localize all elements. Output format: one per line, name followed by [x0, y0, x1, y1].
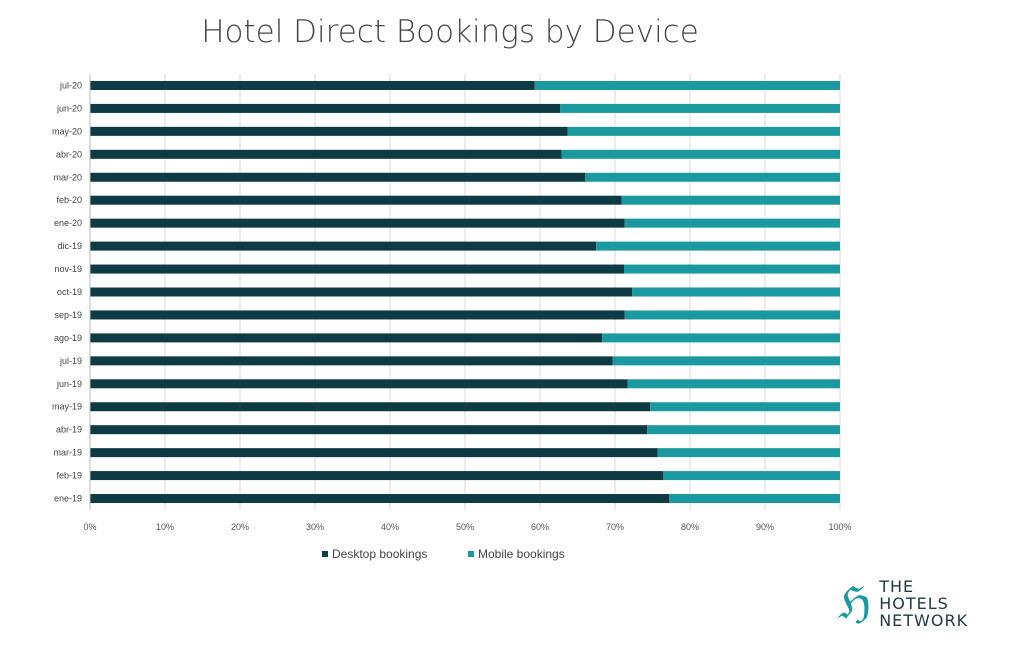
y-tick-label: ene-20	[54, 218, 82, 228]
bar-mobile	[657, 448, 840, 458]
bar-mobile	[534, 80, 840, 90]
bar-desktop	[90, 80, 535, 90]
y-tick-label: ene-19	[54, 494, 82, 504]
bar-desktop	[90, 333, 603, 343]
x-tick-label: 0%	[83, 522, 96, 532]
bar-mobile	[650, 402, 840, 412]
bar-mobile	[567, 126, 840, 136]
bar-mobile	[612, 356, 840, 366]
bar-desktop	[90, 172, 585, 182]
bar-desktop	[90, 448, 658, 458]
y-tick-label: may-20	[52, 126, 82, 136]
chart-title: Hotel Direct Bookings by Device	[201, 14, 699, 50]
bar-mobile	[560, 103, 840, 113]
bar-mobile	[669, 494, 840, 504]
bar-mobile	[621, 195, 840, 205]
bar-mobile	[585, 172, 840, 182]
x-tick-label: 90%	[756, 522, 774, 532]
bar-desktop	[90, 425, 648, 435]
x-tick-label: 70%	[606, 522, 624, 532]
bar-desktop	[90, 149, 562, 159]
bar-desktop	[90, 471, 663, 481]
y-tick-label: sep-19	[54, 310, 82, 320]
y-tick-label: oct-19	[57, 287, 82, 297]
y-tick-label: jul-19	[59, 356, 82, 366]
legend-label: Desktop bookings	[332, 547, 427, 561]
bar-desktop	[90, 126, 568, 136]
bar-desktop	[90, 103, 561, 113]
y-tick-label: dic-19	[57, 241, 82, 251]
bar-desktop	[90, 241, 597, 251]
legend-swatch	[468, 551, 474, 557]
x-tick-label: 40%	[381, 522, 399, 532]
bar-desktop	[90, 287, 633, 297]
y-tick-label: feb-20	[56, 195, 82, 205]
y-tick-label: jun-20	[56, 103, 82, 113]
y-tick-label: abr-20	[56, 149, 82, 159]
bar-mobile	[624, 264, 840, 274]
x-tick-label: 60%	[531, 522, 549, 532]
x-tick-label: 30%	[306, 522, 324, 532]
logo-text-line: NETWORK	[879, 611, 969, 630]
bar-desktop	[90, 310, 625, 320]
bar-mobile	[647, 425, 840, 435]
y-tick-label: nov-19	[54, 264, 82, 274]
y-tick-label: may-19	[52, 402, 82, 412]
y-tick-label: feb-19	[56, 471, 82, 481]
bar-desktop	[90, 356, 613, 366]
logo-text-line: HOTELS	[879, 594, 949, 613]
bar-mobile	[627, 379, 840, 389]
bar-desktop	[90, 218, 625, 228]
bar-mobile	[624, 310, 840, 320]
x-tick-label: 80%	[681, 522, 699, 532]
y-tick-label: abr-19	[56, 425, 82, 435]
legend-swatch	[322, 551, 328, 557]
y-tick-label: mar-19	[53, 448, 82, 458]
bar-mobile	[632, 287, 840, 297]
x-tick-label: 100%	[828, 522, 851, 532]
logo-mark-icon: ℌ	[838, 577, 872, 629]
bar-desktop	[90, 494, 669, 504]
bar-mobile	[602, 333, 840, 343]
bar-desktop	[90, 195, 622, 205]
the-hotels-network-logo: ℌ THE HOTELS NETWORK	[838, 578, 968, 629]
bar-mobile	[624, 218, 840, 228]
y-tick-label: jun-19	[56, 379, 82, 389]
bar-desktop	[90, 379, 628, 389]
bar-mobile	[663, 471, 840, 481]
logo-text-line: THE	[879, 577, 915, 596]
x-tick-label: 50%	[456, 522, 474, 532]
y-tick-label: jul-20	[59, 80, 82, 90]
y-tick-label: mar-20	[53, 172, 82, 182]
legend-label: Mobile bookings	[478, 547, 565, 561]
bar-mobile	[561, 149, 840, 159]
x-tick-label: 20%	[231, 522, 249, 532]
y-tick-label: ago-19	[54, 333, 82, 343]
bar-desktop	[90, 264, 624, 274]
bar-desktop	[90, 402, 651, 412]
bar-mobile	[596, 241, 840, 251]
x-tick-label: 10%	[156, 522, 174, 532]
